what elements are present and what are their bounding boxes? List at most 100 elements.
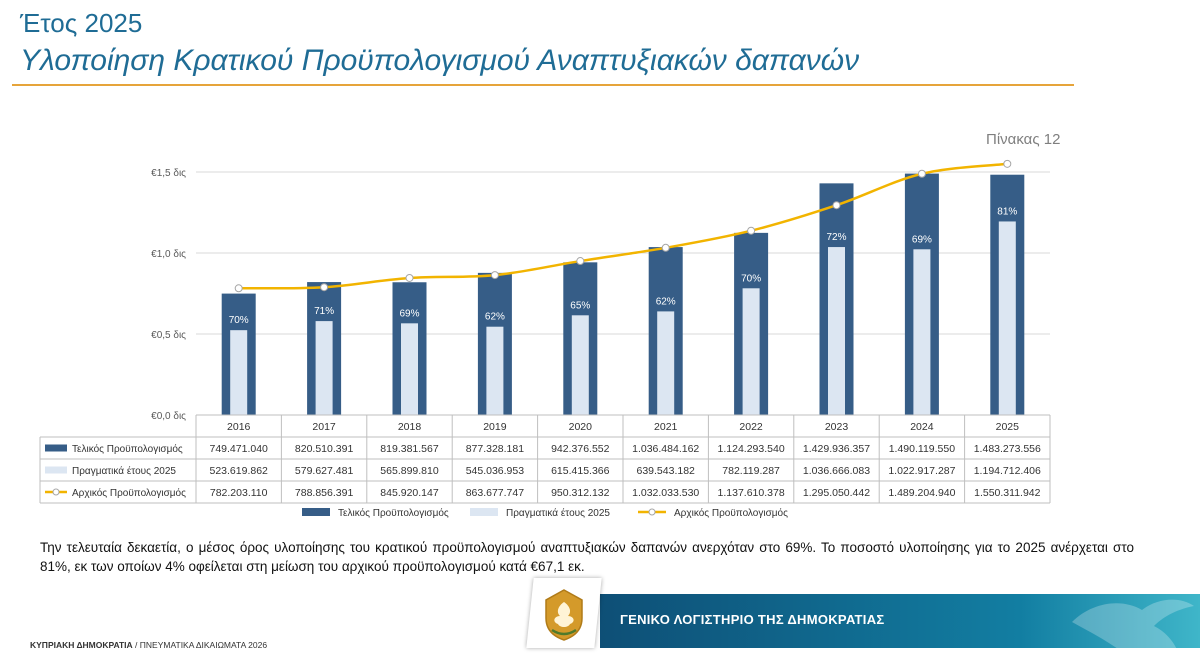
table-number-label: Πίνακας 12 — [986, 131, 1061, 148]
legend-label: Πραγματικά έτους 2025 — [506, 507, 610, 519]
x-tick-label: 2016 — [227, 421, 251, 433]
table-cell-value: 819.381.567 — [380, 443, 439, 455]
percent-label: 72% — [826, 232, 846, 243]
percent-label: 71% — [314, 306, 334, 317]
initial-budget-point — [320, 283, 329, 292]
initial-budget-point — [576, 257, 585, 266]
table-cell-value: 820.510.391 — [295, 443, 354, 455]
footer-banner: ΓΕΝΙΚΟ ΛΟΓΙΣΤΗΡΙΟ ΤΗΣ ΔΗΜΟΚΡΑΤΙΑΣ — [600, 594, 1200, 648]
x-tick-label: 2022 — [739, 421, 763, 433]
initial-budget-point — [661, 243, 670, 252]
legend-key-swatch — [45, 466, 67, 474]
x-tick-label: 2019 — [483, 421, 507, 433]
table-cell-value: 1.022.917.287 — [888, 465, 955, 477]
initial-budget-point — [405, 273, 414, 282]
table-cell-value: 942.376.552 — [551, 443, 610, 455]
table-cell-value: 639.543.182 — [636, 465, 695, 477]
series-name: Πραγματικά έτους 2025 — [72, 465, 176, 477]
table-cell-value: 1.295.050.442 — [803, 487, 870, 499]
table-cell-value: 782.119.287 — [722, 465, 780, 477]
percent-label: 62% — [656, 296, 676, 307]
initial-budget-point — [832, 201, 841, 210]
table-cell-value: 1.489.204.940 — [888, 487, 955, 499]
footer-org: ΚΥΠΡΙΑΚΗ ΔΗΜΟΚΡΑΤΙΑ — [30, 640, 133, 650]
percent-label: 70% — [229, 315, 249, 326]
table-cell-value: 863.677.747 — [466, 487, 525, 499]
legend-key-swatch — [470, 508, 498, 516]
series-name: Τελικός Προϋπολογισμός — [72, 443, 183, 455]
table-cell-value: 565.899.810 — [380, 465, 439, 477]
initial-budget-point — [234, 284, 243, 293]
table-cell-value: 749.471.040 — [209, 443, 268, 455]
page-title: Υλοποίηση Κρατικού Προϋπολογισμού Αναπτυ… — [20, 44, 860, 77]
table-cell-value: 1.124.293.540 — [718, 443, 785, 455]
bar-actual-spending — [315, 321, 333, 415]
legend-key-marker — [648, 508, 656, 516]
percent-label: 62% — [485, 312, 505, 323]
x-tick-label: 2025 — [996, 421, 1020, 433]
footer-banner-text: ΓΕΝΙΚΟ ΛΟΓΙΣΤΗΡΙΟ ΤΗΣ ΔΗΜΟΚΡΑΤΙΑΣ — [620, 612, 885, 627]
table-cell-value: 877.328.181 — [466, 443, 525, 455]
coat-of-arms-logo — [526, 578, 602, 648]
table-cell-value: 1.137.610.378 — [718, 487, 785, 499]
y-tick-label: €1,0 δις — [151, 249, 186, 260]
table-cell-value: 1.483.273.556 — [974, 443, 1041, 455]
bar-actual-spending — [913, 249, 931, 415]
legend-label: Τελικός Προϋπολογισμός — [338, 507, 449, 519]
x-tick-label: 2017 — [312, 421, 336, 433]
table-cell-value: 615.415.366 — [551, 465, 610, 477]
footer-copyright: / ΠΝΕΥΜΑΤΙΚΑ ΔΙΚΑΙΩΜΑΤΑ 2026 — [132, 640, 268, 650]
x-tick-label: 2018 — [398, 421, 422, 433]
table-cell-value: 782.203.110 — [210, 487, 268, 499]
copyright-footer: ΚΥΠΡΙΑΚΗ ΔΗΜΟΚΡΑΤΙΑ / ΠΝΕΥΜΑΤΙΚΑ ΔΙΚΑΙΩΜ… — [30, 640, 267, 650]
x-tick-label: 2021 — [654, 421, 678, 433]
x-tick-label: 2024 — [910, 421, 934, 433]
y-tick-label: €1,5 δις — [151, 168, 186, 179]
table-cell-value: 1.036.666.083 — [803, 465, 870, 477]
budget-chart: €0,0 δις €0,5 δις €1,0 δις €1,5 δις 70% 71% 69… — [39, 159, 1051, 519]
y-tick-label: €0,5 δις — [151, 330, 186, 341]
bar-actual-spending — [828, 247, 845, 415]
initial-budget-point — [490, 271, 499, 280]
table-cell-value: 950.312.132 — [551, 487, 610, 499]
dove-icon — [1072, 599, 1194, 652]
percent-label: 69% — [399, 308, 419, 319]
table-cell-value: 1.429.936.357 — [803, 443, 870, 455]
bar-actual-spending — [401, 323, 418, 415]
table-cell-value: 1.036.484.162 — [632, 443, 699, 455]
initial-budget-point — [917, 169, 926, 178]
legend-key-marker — [52, 488, 60, 496]
table-cell-value: 579.627.481 — [295, 465, 354, 477]
y-tick-label: €0,0 δις — [151, 411, 186, 422]
table-cell-value: 788.856.391 — [295, 487, 354, 499]
bar-actual-spending — [657, 311, 675, 415]
summary-paragraph: Την τελευταία δεκαετία, ο μέσος όρος υλο… — [40, 540, 1134, 574]
x-tick-label: 2023 — [825, 421, 849, 433]
percent-label: 70% — [741, 273, 761, 284]
percent-label: 81% — [997, 206, 1017, 217]
table-cell-value: 545.036.953 — [466, 465, 525, 477]
bar-actual-spending — [486, 326, 504, 415]
bar-actual-spending — [571, 315, 589, 415]
series-name: Αρχικός Προϋπολογισμός — [72, 487, 186, 499]
x-tick-label: 2020 — [569, 421, 593, 433]
table-cell-value: 845.920.147 — [380, 487, 439, 499]
percent-label: 65% — [570, 300, 590, 311]
table-cell-value: 1.032.033.530 — [632, 487, 699, 499]
table-cell-value: 1.490.119.550 — [889, 443, 956, 455]
legend-label: Αρχικός Προϋπολογισμός — [674, 507, 788, 519]
legend-key-swatch — [45, 444, 67, 452]
percent-label: 69% — [912, 234, 932, 245]
table-cell-value: 1.194.712.406 — [974, 465, 1041, 477]
bar-actual-spending — [230, 330, 248, 415]
table-cell-value: 1.550.311.942 — [974, 487, 1041, 499]
initial-budget-point — [747, 226, 756, 235]
legend-key-swatch — [302, 508, 330, 516]
bar-actual-spending — [742, 288, 760, 415]
bar-actual-spending — [998, 221, 1016, 415]
initial-budget-line — [238, 162, 1008, 290]
initial-budget-point — [1003, 159, 1012, 168]
table-cell-value: 523.619.862 — [209, 465, 268, 477]
title-divider — [12, 84, 1074, 86]
year-title: Έτος 2025 — [20, 8, 143, 38]
